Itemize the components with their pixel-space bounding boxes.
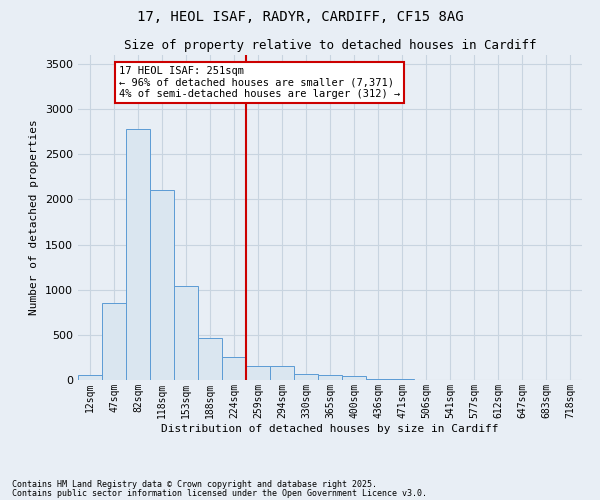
Bar: [342, 376, 366, 380]
Y-axis label: Number of detached properties: Number of detached properties: [29, 120, 40, 316]
Bar: [174, 286, 198, 380]
Bar: [366, 378, 390, 380]
Bar: [222, 358, 246, 380]
Bar: [270, 366, 294, 380]
Bar: [246, 366, 270, 380]
Text: 17, HEOL ISAF, RADYR, CARDIFF, CF15 8AG: 17, HEOL ISAF, RADYR, CARDIFF, CF15 8AG: [137, 10, 463, 24]
Bar: [390, 379, 414, 380]
Bar: [102, 304, 126, 380]
Bar: [126, 129, 150, 380]
Title: Size of property relative to detached houses in Cardiff: Size of property relative to detached ho…: [124, 40, 536, 52]
Bar: [318, 375, 342, 380]
Text: 17 HEOL ISAF: 251sqm
← 96% of detached houses are smaller (7,371)
4% of semi-det: 17 HEOL ISAF: 251sqm ← 96% of detached h…: [119, 66, 400, 99]
Text: Contains HM Land Registry data © Crown copyright and database right 2025.: Contains HM Land Registry data © Crown c…: [12, 480, 377, 489]
Bar: [198, 338, 222, 380]
Text: Contains public sector information licensed under the Open Government Licence v3: Contains public sector information licen…: [12, 489, 427, 498]
Bar: [294, 374, 318, 380]
Bar: [150, 190, 174, 380]
Bar: [78, 374, 102, 380]
X-axis label: Distribution of detached houses by size in Cardiff: Distribution of detached houses by size …: [161, 424, 499, 434]
